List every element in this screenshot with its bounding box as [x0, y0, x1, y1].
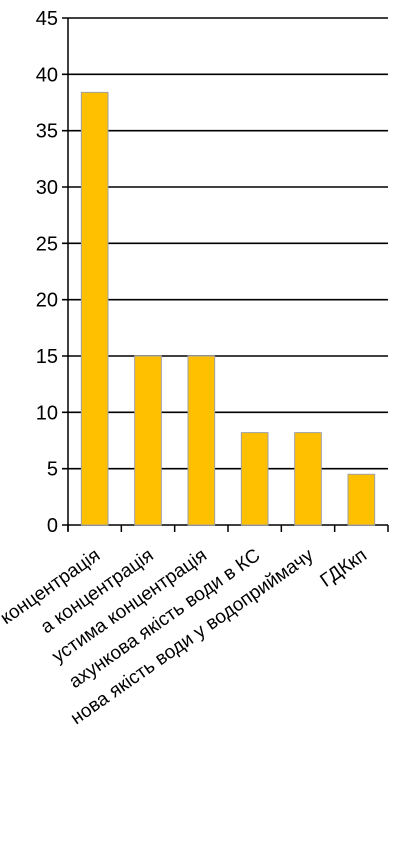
x-category-label: ГДКкп [317, 545, 371, 592]
bar [187, 355, 216, 526]
gridlines [62, 17, 388, 470]
y-tick-labels: 0 5 10 15 20 25 30 35 40 45 [36, 8, 58, 537]
y-tick-label: 40 [36, 64, 58, 86]
bar [80, 91, 109, 526]
y-tick-label: 5 [47, 459, 58, 481]
axes [62, 18, 389, 532]
y-tick-label: 0 [47, 515, 58, 537]
y-tick-label: 30 [36, 177, 58, 199]
y-tick-label: 35 [36, 121, 58, 143]
y-tick-label: 25 [36, 233, 58, 255]
bar [240, 432, 269, 526]
bar [347, 473, 376, 526]
bar [134, 355, 162, 526]
y-tick-label: 20 [36, 290, 58, 312]
y-tick-label: 45 [36, 8, 58, 30]
bar [294, 432, 322, 526]
bars [80, 91, 376, 526]
y-tick-label: 10 [36, 402, 58, 424]
y-tick-label: 15 [36, 346, 58, 368]
